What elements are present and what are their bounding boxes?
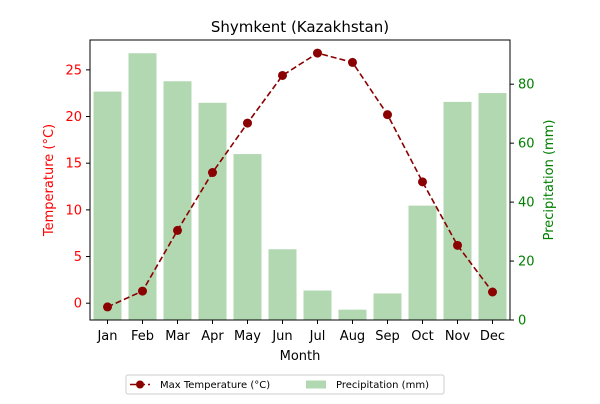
x-axis-label: Month [280, 349, 321, 364]
precipitation-bar-jan [93, 91, 122, 320]
temperature-point-sep [383, 110, 392, 120]
right-y-tick-label-0: 0 [518, 314, 526, 329]
temperature-point-may [243, 118, 252, 128]
left-y-tick-label-10: 10 [65, 203, 82, 218]
plot-frame [89, 39, 511, 321]
temperature-point-nov [453, 240, 462, 250]
precipitation-bar-jun [268, 249, 297, 320]
temperature-point-jan [103, 302, 112, 312]
temperature-point-feb [138, 286, 147, 296]
precipitation-bar-aug [338, 309, 367, 320]
x-tick-label-dec: Dec [480, 329, 505, 344]
temperature-point-aug [348, 57, 357, 67]
precipitation-bar-mar [163, 81, 192, 320]
x-tick-label-mar: Mar [165, 329, 190, 344]
precipitation-bar-sep [373, 293, 402, 320]
x-tick-label-nov: Nov [445, 329, 471, 344]
x-tick-label-aug: Aug [340, 329, 365, 344]
x-tick-label-may: May [234, 329, 261, 344]
temperature-point-apr [208, 168, 217, 178]
legend-precipitation-swatch [306, 380, 326, 389]
x-tick-label-oct: Oct [411, 329, 433, 344]
left-y-axis-label: Temperature (°C) [42, 124, 57, 237]
x-tick-label-apr: Apr [201, 329, 224, 344]
precipitation-bar-may [233, 154, 262, 320]
precipitation-bar-dec [478, 93, 507, 320]
right-y-tick-label-40: 40 [518, 196, 535, 211]
right-y-tick-label-20: 20 [518, 255, 535, 270]
temperature-point-mar [173, 225, 182, 235]
temperature-line [107, 52, 494, 308]
x-tick-label-jul: Jul [309, 329, 326, 344]
right-y-axis-label: Precipitation (mm) [542, 120, 557, 241]
temperature-point-dec [488, 287, 497, 297]
x-tick-label-feb: Feb [131, 329, 154, 344]
precipitation-bar-feb [128, 53, 157, 320]
left-y-tick-label-25: 25 [65, 63, 82, 78]
legend-box [125, 374, 445, 395]
precipitation-bar-apr [198, 102, 227, 320]
x-tick-label-jan: Jan [96, 329, 117, 344]
precipitation-bar-oct [408, 205, 437, 320]
chart-title: Shymkent (Kazakhstan) [211, 18, 389, 36]
temperature-point-jun [278, 70, 287, 80]
temperature-point-oct [418, 177, 427, 187]
right-y-tick-label-60: 60 [518, 137, 535, 152]
legend-precipitation-label: Precipitation (mm) [336, 380, 429, 391]
legend-temperature-label: Max Temperature (°C) [160, 380, 270, 391]
precipitation-bar-jul [303, 290, 332, 320]
left-y-tick-label-5: 5 [74, 250, 82, 265]
left-y-tick-label-15: 15 [65, 157, 82, 172]
precipitation-bar-nov [443, 101, 472, 320]
temperature-point-jul [313, 48, 322, 58]
legend-temperature-marker-swatch [136, 380, 144, 389]
x-tick-label-jun: Jun [271, 329, 292, 344]
right-y-tick-label-80: 80 [518, 78, 535, 93]
left-y-tick-label-20: 20 [65, 110, 82, 125]
left-y-tick-label-0: 0 [74, 297, 82, 312]
x-tick-label-sep: Sep [375, 329, 400, 344]
